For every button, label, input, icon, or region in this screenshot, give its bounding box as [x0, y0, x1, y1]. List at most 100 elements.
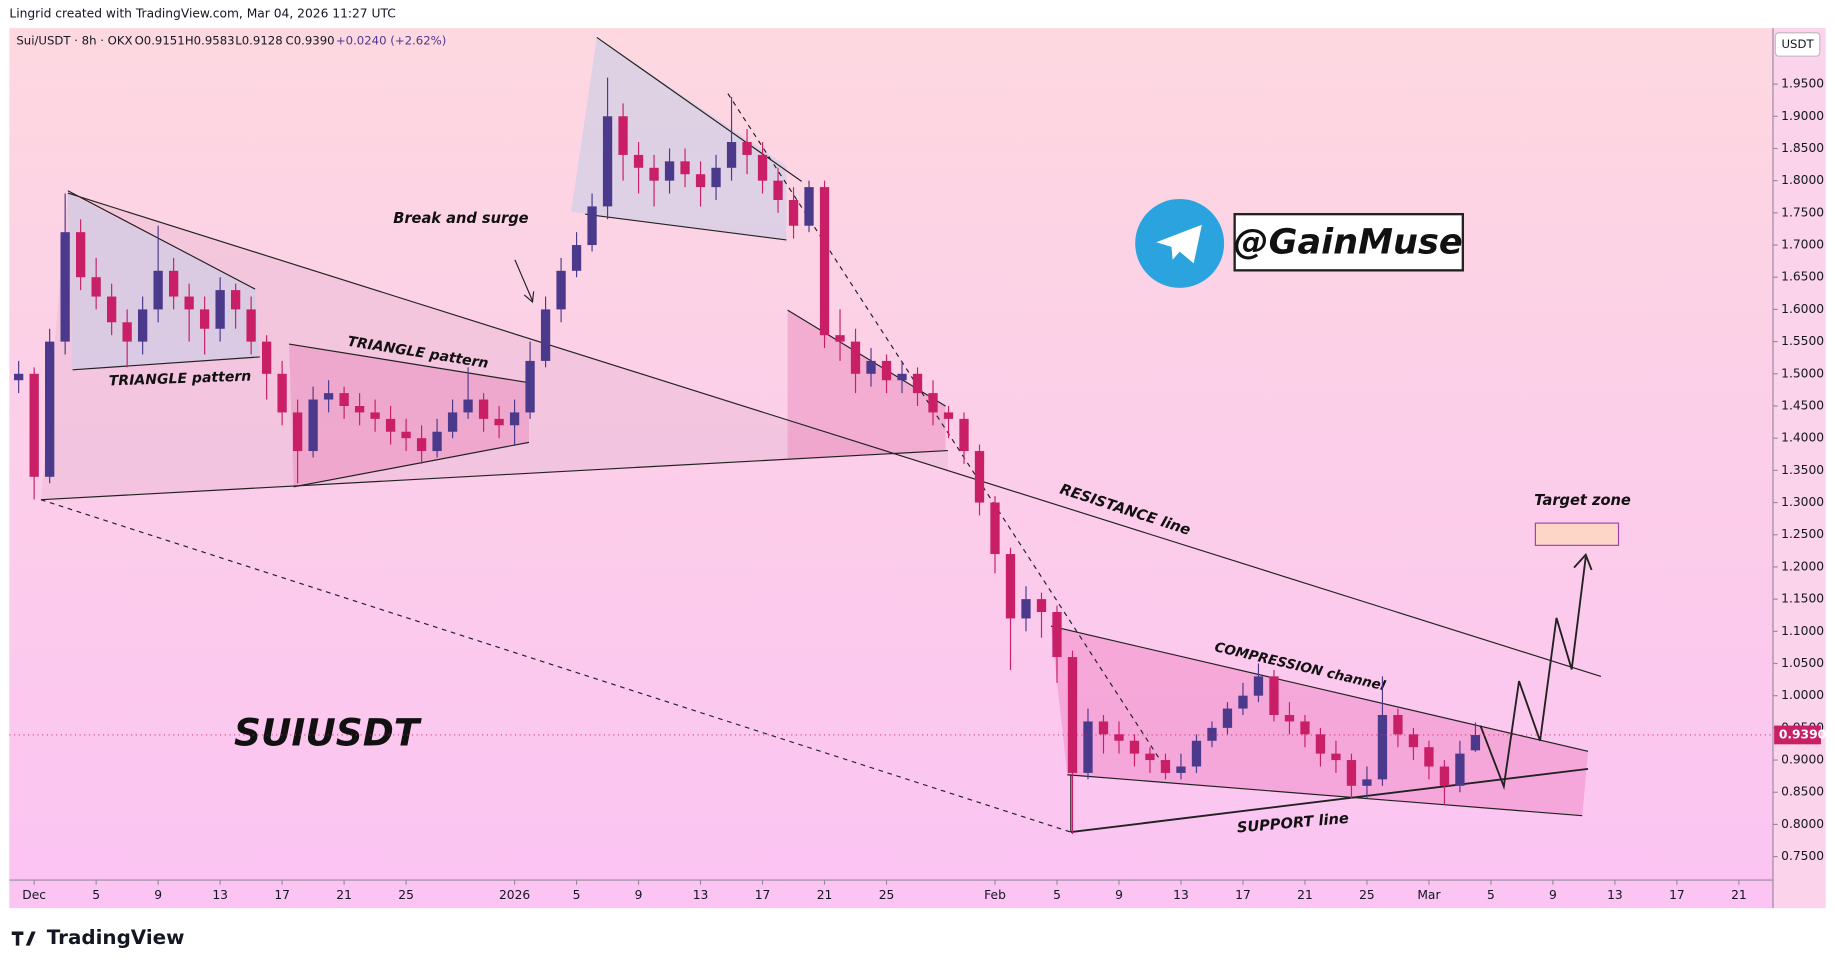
candle-body: [1052, 611, 1062, 658]
y-tick-label: 1.1000: [1781, 624, 1824, 638]
logo-text: TradingView: [47, 926, 185, 949]
candle-body: [587, 206, 597, 246]
ticker-watermark: SUIUSDT: [234, 710, 422, 754]
candle-body: [14, 373, 24, 381]
candle-body: [1129, 740, 1140, 754]
trend-line: [72, 356, 260, 371]
candle-body: [835, 335, 845, 342]
footer-logo: TradingView: [11, 926, 185, 949]
candle-body: [943, 412, 954, 419]
x-tick-label: 5: [1053, 888, 1061, 902]
candle-body: [354, 405, 365, 413]
big-wedge-fill: [40, 193, 948, 500]
candle-body: [1439, 766, 1450, 786]
y-tick-label: 0.9000: [1781, 753, 1824, 767]
arrow-head: [1573, 552, 1593, 571]
x-tick-label: 5: [573, 888, 581, 902]
x-tick-label: 21: [336, 888, 352, 902]
ohlc-high: H0.9583: [185, 33, 235, 47]
candle-body: [1160, 760, 1171, 773]
dashed-line: [40, 499, 1071, 833]
y-tick-label: 1.3000: [1781, 495, 1824, 509]
candle-body: [788, 199, 799, 226]
candle-body: [1300, 721, 1310, 735]
x-tick-label: 25: [879, 888, 895, 902]
y-tick-label: 1.5500: [1781, 334, 1824, 348]
resistance-line: [67, 192, 1602, 677]
y-tick-label: 1.0000: [1781, 688, 1824, 702]
candle-body: [1284, 714, 1295, 722]
y-tick-label: 0.8000: [1781, 817, 1824, 831]
x-tick-label: 13: [693, 888, 709, 902]
x-tick-label: 17: [1235, 888, 1251, 902]
x-tick-label: 9: [635, 888, 643, 902]
candle-body: [912, 373, 923, 394]
candle-body: [122, 322, 132, 342]
candle-body: [866, 360, 876, 374]
y-tick-label: 1.4500: [1781, 398, 1824, 412]
candle-body: [370, 412, 380, 419]
candle-body: [804, 187, 814, 226]
y-tick-label: 1.0500: [1781, 656, 1824, 670]
candle-body: [711, 167, 721, 188]
candle-body: [556, 270, 566, 310]
y-tick-label: 1.1500: [1781, 592, 1824, 606]
candle-body: [478, 399, 489, 419]
currency-box[interactable]: [1774, 32, 1821, 57]
candle-body: [649, 167, 659, 181]
candle-body: [819, 187, 830, 336]
x-tick-label: 13: [1607, 888, 1623, 902]
x-tick-label: 13: [212, 888, 228, 902]
candle-body: [323, 393, 334, 400]
candle-body: [1067, 657, 1078, 773]
credit: Lingrid created with TradingView.com, Ma…: [9, 7, 395, 21]
x-tick-label: 9: [1549, 888, 1557, 902]
y-tick-label: 1.2500: [1781, 527, 1824, 541]
candle-body: [525, 360, 535, 413]
time-axis-bg: [9, 880, 1773, 909]
candle-body: [742, 142, 752, 155]
triangle-fill: [571, 37, 787, 240]
candle-body: [959, 418, 969, 452]
candle-body: [339, 393, 349, 406]
x-tick-label: 17: [1669, 888, 1685, 902]
x-tick-label: 13: [1173, 888, 1189, 902]
triangle-fill: [289, 344, 529, 487]
y-tick-label: 1.5000: [1781, 366, 1824, 380]
candle-body: [695, 174, 706, 188]
candle-body: [261, 341, 272, 374]
candle-body: [897, 373, 907, 381]
y-tick-label: 1.3500: [1781, 463, 1824, 477]
y-tick-label: 1.4000: [1781, 431, 1824, 445]
candle-body: [494, 418, 504, 426]
triangle-fill: [67, 193, 260, 370]
x-tick-label: 21: [1731, 888, 1747, 902]
candle-body: [773, 180, 783, 200]
x-tick-label: 25: [1359, 888, 1375, 902]
ohlc-low: L0.9128: [235, 33, 282, 47]
y-tick-label: 1.7500: [1781, 205, 1824, 219]
x-tick-label: 17: [755, 888, 771, 902]
y-tick-label: 1.7000: [1781, 238, 1824, 252]
candle-body: [1362, 779, 1372, 786]
currency-label: USDT: [1781, 37, 1814, 51]
channel-line: [1067, 774, 1583, 817]
wedge-fill: [787, 310, 946, 459]
candle-body: [1424, 747, 1434, 767]
dashed-line: [727, 93, 1165, 767]
y-tick-label: 1.6500: [1781, 270, 1824, 284]
candle-body: [664, 161, 675, 181]
candle-body: [540, 309, 551, 361]
pointer-arrow: [514, 259, 534, 301]
annotation: TRIANGLE pattern: [109, 369, 252, 390]
last-price-tag: [1774, 725, 1821, 745]
candle-body: [1207, 727, 1217, 741]
candle-body: [974, 451, 985, 503]
candle-body: [602, 116, 613, 207]
x-tick-label: 5: [92, 888, 100, 902]
handle: @GainMuse: [1234, 221, 1463, 262]
candle-body: [1238, 695, 1248, 709]
channel-line: [1050, 625, 1589, 752]
symbol: Sui/USDT · 8h · OKX: [16, 33, 132, 47]
